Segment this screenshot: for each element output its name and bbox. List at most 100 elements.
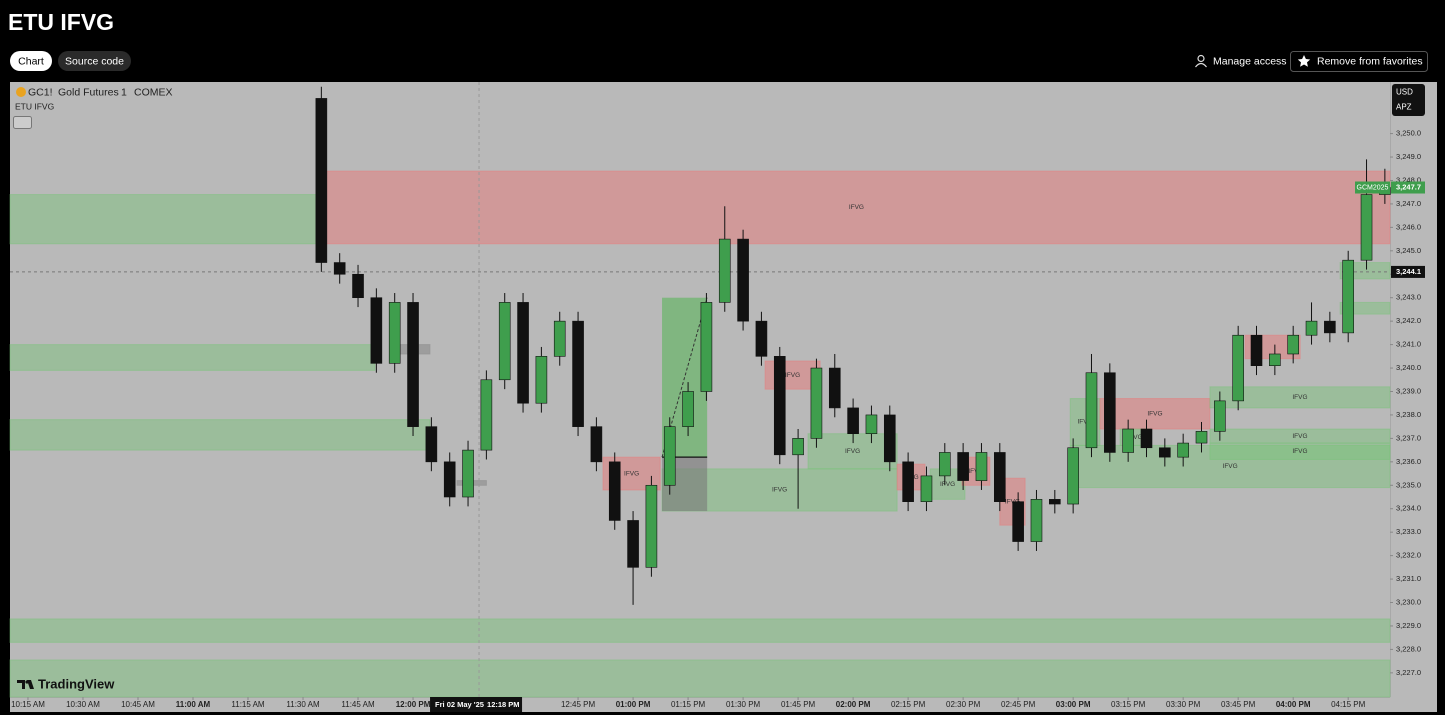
zone — [807, 433, 898, 470]
candle-body — [1177, 442, 1189, 458]
candle-body — [1104, 372, 1116, 453]
x-tick-label: 02:45 PM — [1001, 700, 1036, 709]
x-tick-label: 01:45 PM — [781, 700, 816, 709]
y-tick-label: 3,240.0 — [1396, 363, 1421, 372]
currency-box[interactable] — [1392, 84, 1425, 116]
description: Gold Futures — [58, 86, 119, 98]
candle-body — [773, 356, 786, 456]
candle-body — [608, 461, 621, 521]
candle-body — [370, 297, 383, 364]
y-tick-label: 3,245.0 — [1396, 246, 1421, 255]
plot-area: IFVG IFVG IFVG IFVG IFVG IFVG IFVG IFVG IFVG IFVG… — [9, 82, 1391, 698]
x-tick-label: 11:30 AM — [286, 700, 320, 709]
favorite-label[interactable]: Remove from favorites — [1317, 55, 1423, 67]
candle-body — [333, 262, 346, 275]
zone-label: IFVG — [785, 372, 800, 379]
candle-body — [480, 379, 493, 451]
candle-body — [920, 475, 933, 502]
x-tick-label: 03:45 PM — [1221, 700, 1256, 709]
candle-body — [718, 238, 731, 303]
interval: 1 — [121, 86, 127, 98]
y-tick-label: 3,250.0 — [1396, 129, 1421, 138]
zone — [1209, 386, 1391, 409]
candle-body — [682, 391, 694, 427]
x-tick-label: 01:15 PM — [671, 700, 706, 709]
candle-body — [1140, 428, 1153, 449]
tab-label[interactable]: Chart — [18, 55, 44, 67]
candle-body — [352, 273, 364, 299]
candle-body — [883, 414, 896, 463]
candle-body — [627, 520, 639, 568]
zone — [322, 170, 1391, 245]
y-tick-label: 3,236.0 — [1396, 457, 1421, 466]
candle-body — [700, 302, 713, 392]
y-tick-label: 3,232.0 — [1396, 551, 1421, 560]
collapse-button[interactable] — [13, 116, 32, 129]
y-tick-label: 3,241.0 — [1396, 340, 1421, 349]
exchange: COMEX — [134, 86, 173, 98]
zone-label: IFVG — [940, 481, 955, 488]
star-icon — [1297, 55, 1311, 67]
candle-body — [737, 238, 749, 322]
symbol-tag-label: GCM2025 — [1357, 184, 1389, 191]
manage-access[interactable]: Manage access — [1213, 55, 1287, 67]
zone-label: IFVG — [1128, 434, 1143, 441]
candle-body — [388, 302, 401, 364]
candle-body — [1232, 334, 1244, 402]
tab-source[interactable] — [58, 51, 131, 71]
candle-body — [517, 302, 529, 404]
zone-label: IFVG — [1223, 463, 1238, 470]
x-tick-label: 02:00 PM — [836, 700, 871, 709]
zone-label: IFVG — [1292, 394, 1307, 401]
price-tag-label: 3,247.7 — [1396, 182, 1421, 191]
candle-body — [553, 320, 566, 357]
candle-body — [1195, 431, 1208, 444]
zone — [9, 344, 376, 371]
candle-body — [1342, 259, 1354, 334]
x-tick-label: 11:15 AM — [231, 700, 265, 709]
candle-body — [1067, 447, 1079, 505]
zone-label: IFVG — [1147, 410, 1162, 417]
candle-body — [425, 426, 438, 463]
candle-body — [535, 356, 548, 404]
unit: APZ — [1396, 103, 1412, 112]
candle-body — [1360, 194, 1373, 261]
symbol-tag — [1355, 181, 1390, 194]
candle-body — [1305, 320, 1318, 336]
candle-body — [1159, 447, 1171, 458]
x-tick-label: 03:30 PM — [1166, 700, 1201, 709]
candle-body — [902, 461, 914, 502]
time-tag — [430, 697, 523, 712]
y-tick-label: 3,243.0 — [1396, 293, 1421, 302]
x-tick-label: 02:15 PM — [891, 700, 926, 709]
candle-body — [810, 367, 823, 439]
candle-body — [1250, 334, 1263, 367]
candle-body — [755, 320, 768, 357]
y-tick-label: 3,227.0 — [1396, 668, 1421, 677]
candle-body — [865, 414, 878, 434]
x-tick-label: 01:00 PM — [616, 700, 651, 709]
x-tick-label: 11:45 AM — [341, 700, 375, 709]
candle-body — [1012, 501, 1024, 542]
y-tick-label: 3,231.0 — [1396, 574, 1421, 583]
x-tick-label: 04:15 PM — [1331, 700, 1366, 709]
x-tick-label: 01:30 PM — [726, 700, 761, 709]
x-tick-label: 10:30 AM — [66, 700, 100, 709]
candle-body — [957, 452, 969, 481]
price-tag — [1391, 181, 1425, 194]
candle-body — [828, 367, 841, 409]
tab-label[interactable]: Source code — [65, 55, 124, 67]
y-tick-label: 3,228.0 — [1396, 644, 1421, 653]
candle-body — [1122, 428, 1134, 453]
x-tick-label: 10:15 AM — [11, 700, 45, 709]
zone-label: IFVG — [845, 448, 860, 455]
y-tick-label: 3,239.0 — [1396, 386, 1421, 395]
zone-label: IFVG — [1292, 448, 1307, 455]
favorite-button[interactable] — [1290, 51, 1428, 72]
candle-body — [645, 484, 658, 568]
tab-chart[interactable] — [10, 51, 52, 71]
plot: IFVG IFVG IFVG IFVG IFVG IFVG IFVG IFVG IFVG IFVG… — [9, 82, 1391, 698]
y-tick-label: 3,229.0 — [1396, 621, 1421, 630]
candle-body — [572, 320, 584, 427]
